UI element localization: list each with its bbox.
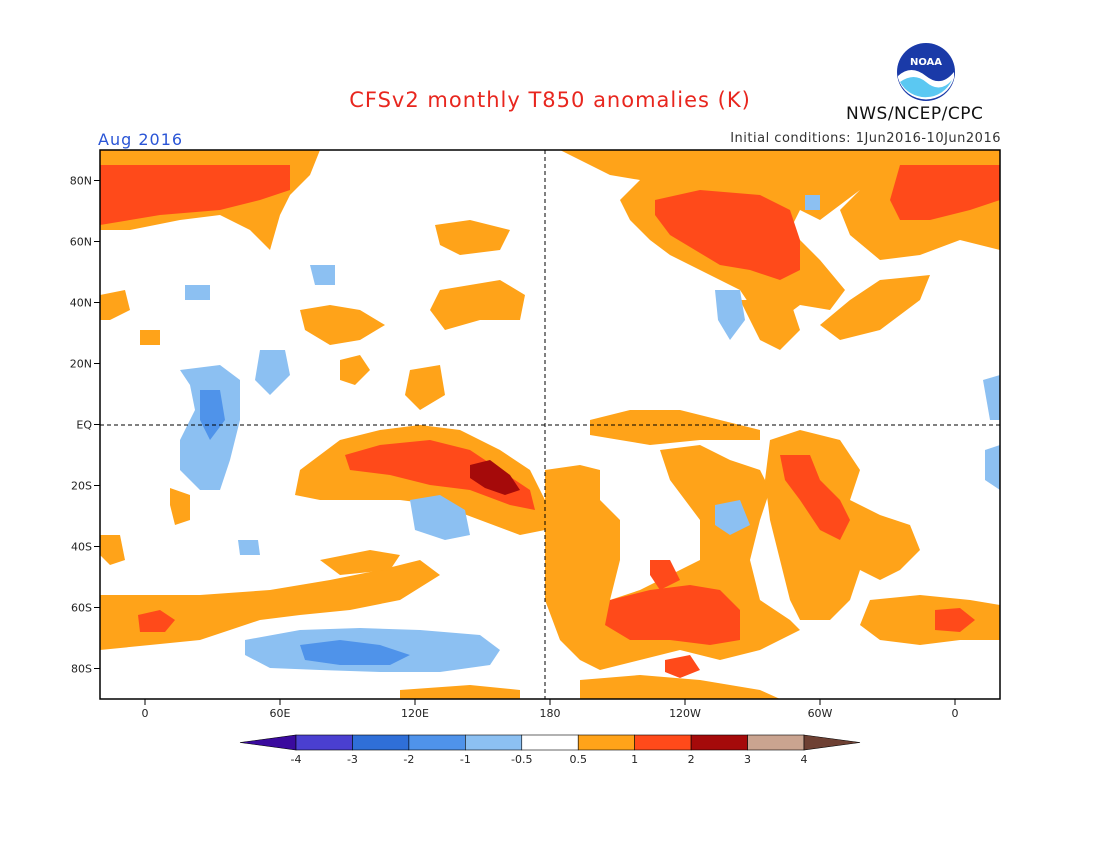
colorbar-segment: [408, 734, 466, 751]
colorbar-label: -1: [460, 753, 471, 766]
colorbar-label: 4: [801, 753, 808, 766]
colorbar-segment: [577, 734, 635, 751]
lat-tick-label: 20N: [70, 358, 92, 371]
lat-tick-label: 40N: [70, 297, 92, 310]
colorbar-label: 2: [688, 753, 695, 766]
colorbar-segment: [690, 734, 748, 751]
cold-anomaly-regions: [200, 390, 410, 665]
lat-tick-label: 60N: [70, 236, 92, 249]
lat-tick-label: 40S: [71, 541, 92, 554]
colorbar-segment: [747, 734, 805, 751]
colorbar-label: -0.5: [511, 753, 532, 766]
lon-tick-label: 120W: [669, 707, 701, 720]
longitude-axis: 0 60E 120E 180 120W 60W 0: [142, 699, 959, 720]
initial-conditions-label: Initial conditions: 1Jun2016-10Jun2016: [730, 131, 1001, 146]
lon-tick-label: 180: [540, 707, 561, 720]
colorbar-segment: [634, 734, 692, 751]
colorbar-label: 3: [744, 753, 751, 766]
anomaly-fields: [100, 150, 1000, 699]
lon-tick-label: 120E: [401, 707, 429, 720]
colorbar-label: 1: [631, 753, 638, 766]
lat-tick-label: 60S: [71, 602, 92, 615]
lon-tick-label: 60E: [270, 707, 291, 720]
colorbar-segment: [521, 734, 579, 751]
lat-tick-label: 80N: [70, 175, 92, 188]
colorbar-segment: [352, 734, 410, 751]
logo-text: NOAA: [910, 57, 942, 68]
lon-tick-label: 60W: [808, 707, 833, 720]
warm-anomaly-regions: [100, 165, 1000, 678]
colorbar-segment: [295, 734, 353, 751]
colorbar: -4 -3 -2 -1 -0.5 0.5 1 2 3 4: [239, 734, 861, 766]
colorbar-label: -4: [291, 753, 302, 766]
colorbar-min-arrow: [239, 734, 297, 751]
noaa-logo-icon: NOAA: [897, 43, 955, 101]
map-title: CFSv2 monthly T850 anomalies (K): [349, 88, 751, 112]
lon-tick-label: 0: [142, 707, 149, 720]
valid-month-label: Aug 2016: [98, 130, 184, 149]
colorbar-label: 0.5: [569, 753, 587, 766]
strong-warm-anomaly-regions: [470, 460, 520, 495]
lat-tick-label: 80S: [71, 663, 92, 676]
latitude-axis: 80N 60N 40N 20N EQ 20S 40S 60S 80S: [70, 175, 100, 676]
agency-label: NWS/NCEP/CPC: [846, 104, 984, 124]
colorbar-segment: [465, 734, 523, 751]
colorbar-max-arrow: [803, 734, 861, 751]
lat-tick-label: 20S: [71, 480, 92, 493]
colorbar-label: -2: [403, 753, 414, 766]
lon-tick-label: 0: [952, 707, 959, 720]
colorbar-label: -3: [347, 753, 358, 766]
lat-tick-label: EQ: [76, 419, 92, 432]
